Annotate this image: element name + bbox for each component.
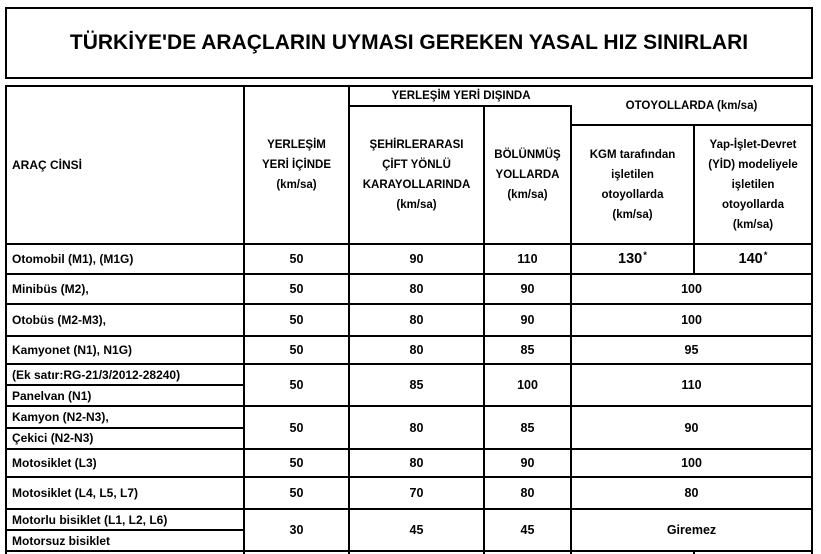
motorway-speed-cell: 100	[681, 456, 702, 470]
motorway-speed-cell: 110	[681, 378, 702, 392]
header-group-motorways-columns: KGM tarafından işletilen otoyollarda (km…	[572, 126, 811, 243]
column-header-intercity-two-way: ŞEHİRLERARASI ÇİFT YÖNLÜ KARAYOLLARINDA …	[350, 107, 485, 243]
intercity-speed-cell: 80	[350, 337, 485, 363]
group-header-motorways-label: OTOYOLLARDA (km/sa)	[572, 87, 811, 126]
intercity-speed-cell: 90	[350, 245, 485, 273]
page-title: TÜRKİYE'DE ARAÇLARIN UYMASI GEREKEN YASA…	[69, 31, 749, 54]
vehicle-type-subrow: Motorlu bisiklet (L1, L2, L6)	[7, 510, 243, 531]
speed-limits-table: ARAÇ CİNSİ YERLEŞİM YERİ İÇİNDE (km/sa) …	[5, 85, 813, 554]
intercity-speed-cell: 45	[350, 510, 485, 550]
cell	[7, 552, 245, 554]
table-row-motosiklet-l3: Motosiklet (L3) 50 80 90 100	[7, 450, 811, 478]
vehicle-type-subrow: Kamyon (N2-N3),	[7, 407, 243, 429]
cell	[350, 552, 485, 554]
cell	[245, 552, 350, 554]
header-group-motorways: OTOYOLLARDA (km/sa) KGM tarafından işlet…	[572, 87, 811, 243]
cell	[485, 552, 572, 554]
vehicle-type-subrow: (Ek satır:RG-21/3/2012-28240)	[7, 365, 243, 386]
intercity-speed-cell: 85	[350, 365, 485, 405]
table-row-motosiklet-l4: Motosiklet (L4, L5, L7) 50 70 80 80	[7, 478, 811, 510]
table-row-kamyonet: Kamyonet (N1), N1G) 50 80 85 95	[7, 337, 811, 365]
column-header-divided-roads: BÖLÜNMÜŞ YOLLARDA (km/sa)	[485, 107, 572, 243]
divided-road-speed-cell: 90	[485, 450, 572, 476]
column-header-urban-area: YERLEŞİM YERİ İÇİNDE (km/sa)	[245, 87, 350, 243]
motorway-speed-cell: 100	[681, 282, 702, 296]
table-row-otomobil: Otomobil (M1), (M1G) 50 90 110 130 * 140 *	[7, 245, 811, 275]
motorway-speed-cell: 95	[684, 343, 699, 357]
intercity-speed-cell: 80	[350, 407, 485, 448]
divided-road-speed-cell: 100	[485, 365, 572, 405]
column-header-yid-motorways: Yap-İşlet-Devret (YİD) modeliyele işleti…	[708, 138, 798, 231]
divided-road-speed-cell: 90	[485, 275, 572, 303]
vehicle-type-double-cell: Motorlu bisiklet (L1, L2, L6) Motorsuz b…	[7, 510, 245, 550]
vehicle-type-cell: Kamyonet (N1), N1G)	[7, 337, 245, 363]
column-header-kgm-motorways: KGM tarafından işletilen otoyollarda (km…	[572, 126, 695, 243]
column-header-vehicle-type: ARAÇ CİNSİ	[7, 87, 245, 243]
table-row-partial	[7, 552, 811, 554]
divided-road-speed-cell: 90	[485, 305, 572, 335]
urban-speed-cell: 50	[245, 305, 350, 335]
footnote-asterisk: *	[763, 249, 768, 261]
motorway-speed-cell: 100	[681, 313, 702, 327]
speed-value: 130	[618, 251, 643, 267]
title-box: TÜRKİYE'DE ARAÇLARIN UYMASI GEREKEN YASA…	[5, 7, 813, 79]
table-row-otobus: Otobüs (M2-M3), 50 80 90 100	[7, 305, 811, 337]
motorway-speed-cell: 90	[684, 420, 699, 435]
divided-road-speed-cell: 85	[485, 337, 572, 363]
vehicle-type-cell: Motosiklet (L3)	[7, 450, 245, 476]
urban-speed-cell: 50	[245, 450, 350, 476]
table-header: ARAÇ CİNSİ YERLEŞİM YERİ İÇİNDE (km/sa) …	[7, 87, 811, 245]
urban-speed-cell: 50	[245, 478, 350, 508]
vehicle-type-cell: Otobüs (M2-M3),	[7, 305, 245, 335]
vehicle-type-cell: Minibüs (M2),	[7, 275, 245, 303]
divided-road-speed-cell: 85	[485, 407, 572, 448]
group-header-outside-urban-label: YERLEŞİM YERİ DIŞINDA	[350, 87, 572, 107]
table-row-bisiklet: Motorlu bisiklet (L1, L2, L6) Motorsuz b…	[7, 510, 811, 552]
vehicle-type-cell: Motosiklet (L4, L5, L7)	[7, 478, 245, 508]
table-row-kamyon: Kamyon (N2-N3), Çekici (N2-N3) 50 80 85 …	[7, 407, 811, 450]
vehicle-type-subrow: Motorsuz bisiklet	[12, 533, 111, 548]
intercity-speed-cell: 80	[350, 305, 485, 335]
speed-value: 140	[738, 251, 763, 267]
motorway-speed-cell: 80	[684, 486, 699, 500]
intercity-speed-cell: 70	[350, 478, 485, 508]
header-group-outside-urban: YERLEŞİM YERİ DIŞINDA ŞEHİRLERARASI ÇİFT…	[350, 87, 572, 243]
urban-speed-cell: 30	[245, 510, 350, 550]
divided-road-speed-cell: 110	[485, 245, 572, 273]
vehicle-type-subrow: Panelvan (N1)	[12, 388, 92, 403]
divided-road-speed-cell: 80	[485, 478, 572, 508]
vehicle-type-double-cell: Kamyon (N2-N3), Çekici (N2-N3)	[7, 407, 245, 448]
yid-motorway-speed-cell: 140 *	[695, 245, 811, 273]
table-row-minibus: Minibüs (M2), 50 80 90 100	[7, 275, 811, 305]
header-group-outside-urban-columns: ŞEHİRLERARASI ÇİFT YÖNLÜ KARAYOLLARINDA …	[350, 107, 572, 243]
intercity-speed-cell: 80	[350, 450, 485, 476]
vehicle-type-cell: Otomobil (M1), (M1G)	[7, 245, 245, 273]
kgm-motorway-speed-cell: 130 *	[572, 245, 695, 273]
table-row-panelvan: (Ek satır:RG-21/3/2012-28240) Panelvan (…	[7, 365, 811, 407]
urban-speed-cell: 50	[245, 275, 350, 303]
divided-road-speed-cell: 45	[485, 510, 572, 550]
cell	[572, 552, 695, 554]
footnote-asterisk: *	[643, 249, 647, 261]
intercity-speed-cell: 80	[350, 275, 485, 303]
vehicle-type-double-cell: (Ek satır:RG-21/3/2012-28240) Panelvan (…	[7, 365, 245, 405]
cell	[695, 552, 811, 554]
urban-speed-cell: 50	[245, 365, 350, 405]
urban-speed-cell: 50	[245, 407, 350, 448]
vehicle-type-subrow: Çekici (N2-N3)	[12, 431, 94, 446]
urban-speed-cell: 50	[245, 337, 350, 363]
urban-speed-cell: 50	[245, 245, 350, 273]
motorway-speed-cell: Giremez	[666, 523, 717, 537]
